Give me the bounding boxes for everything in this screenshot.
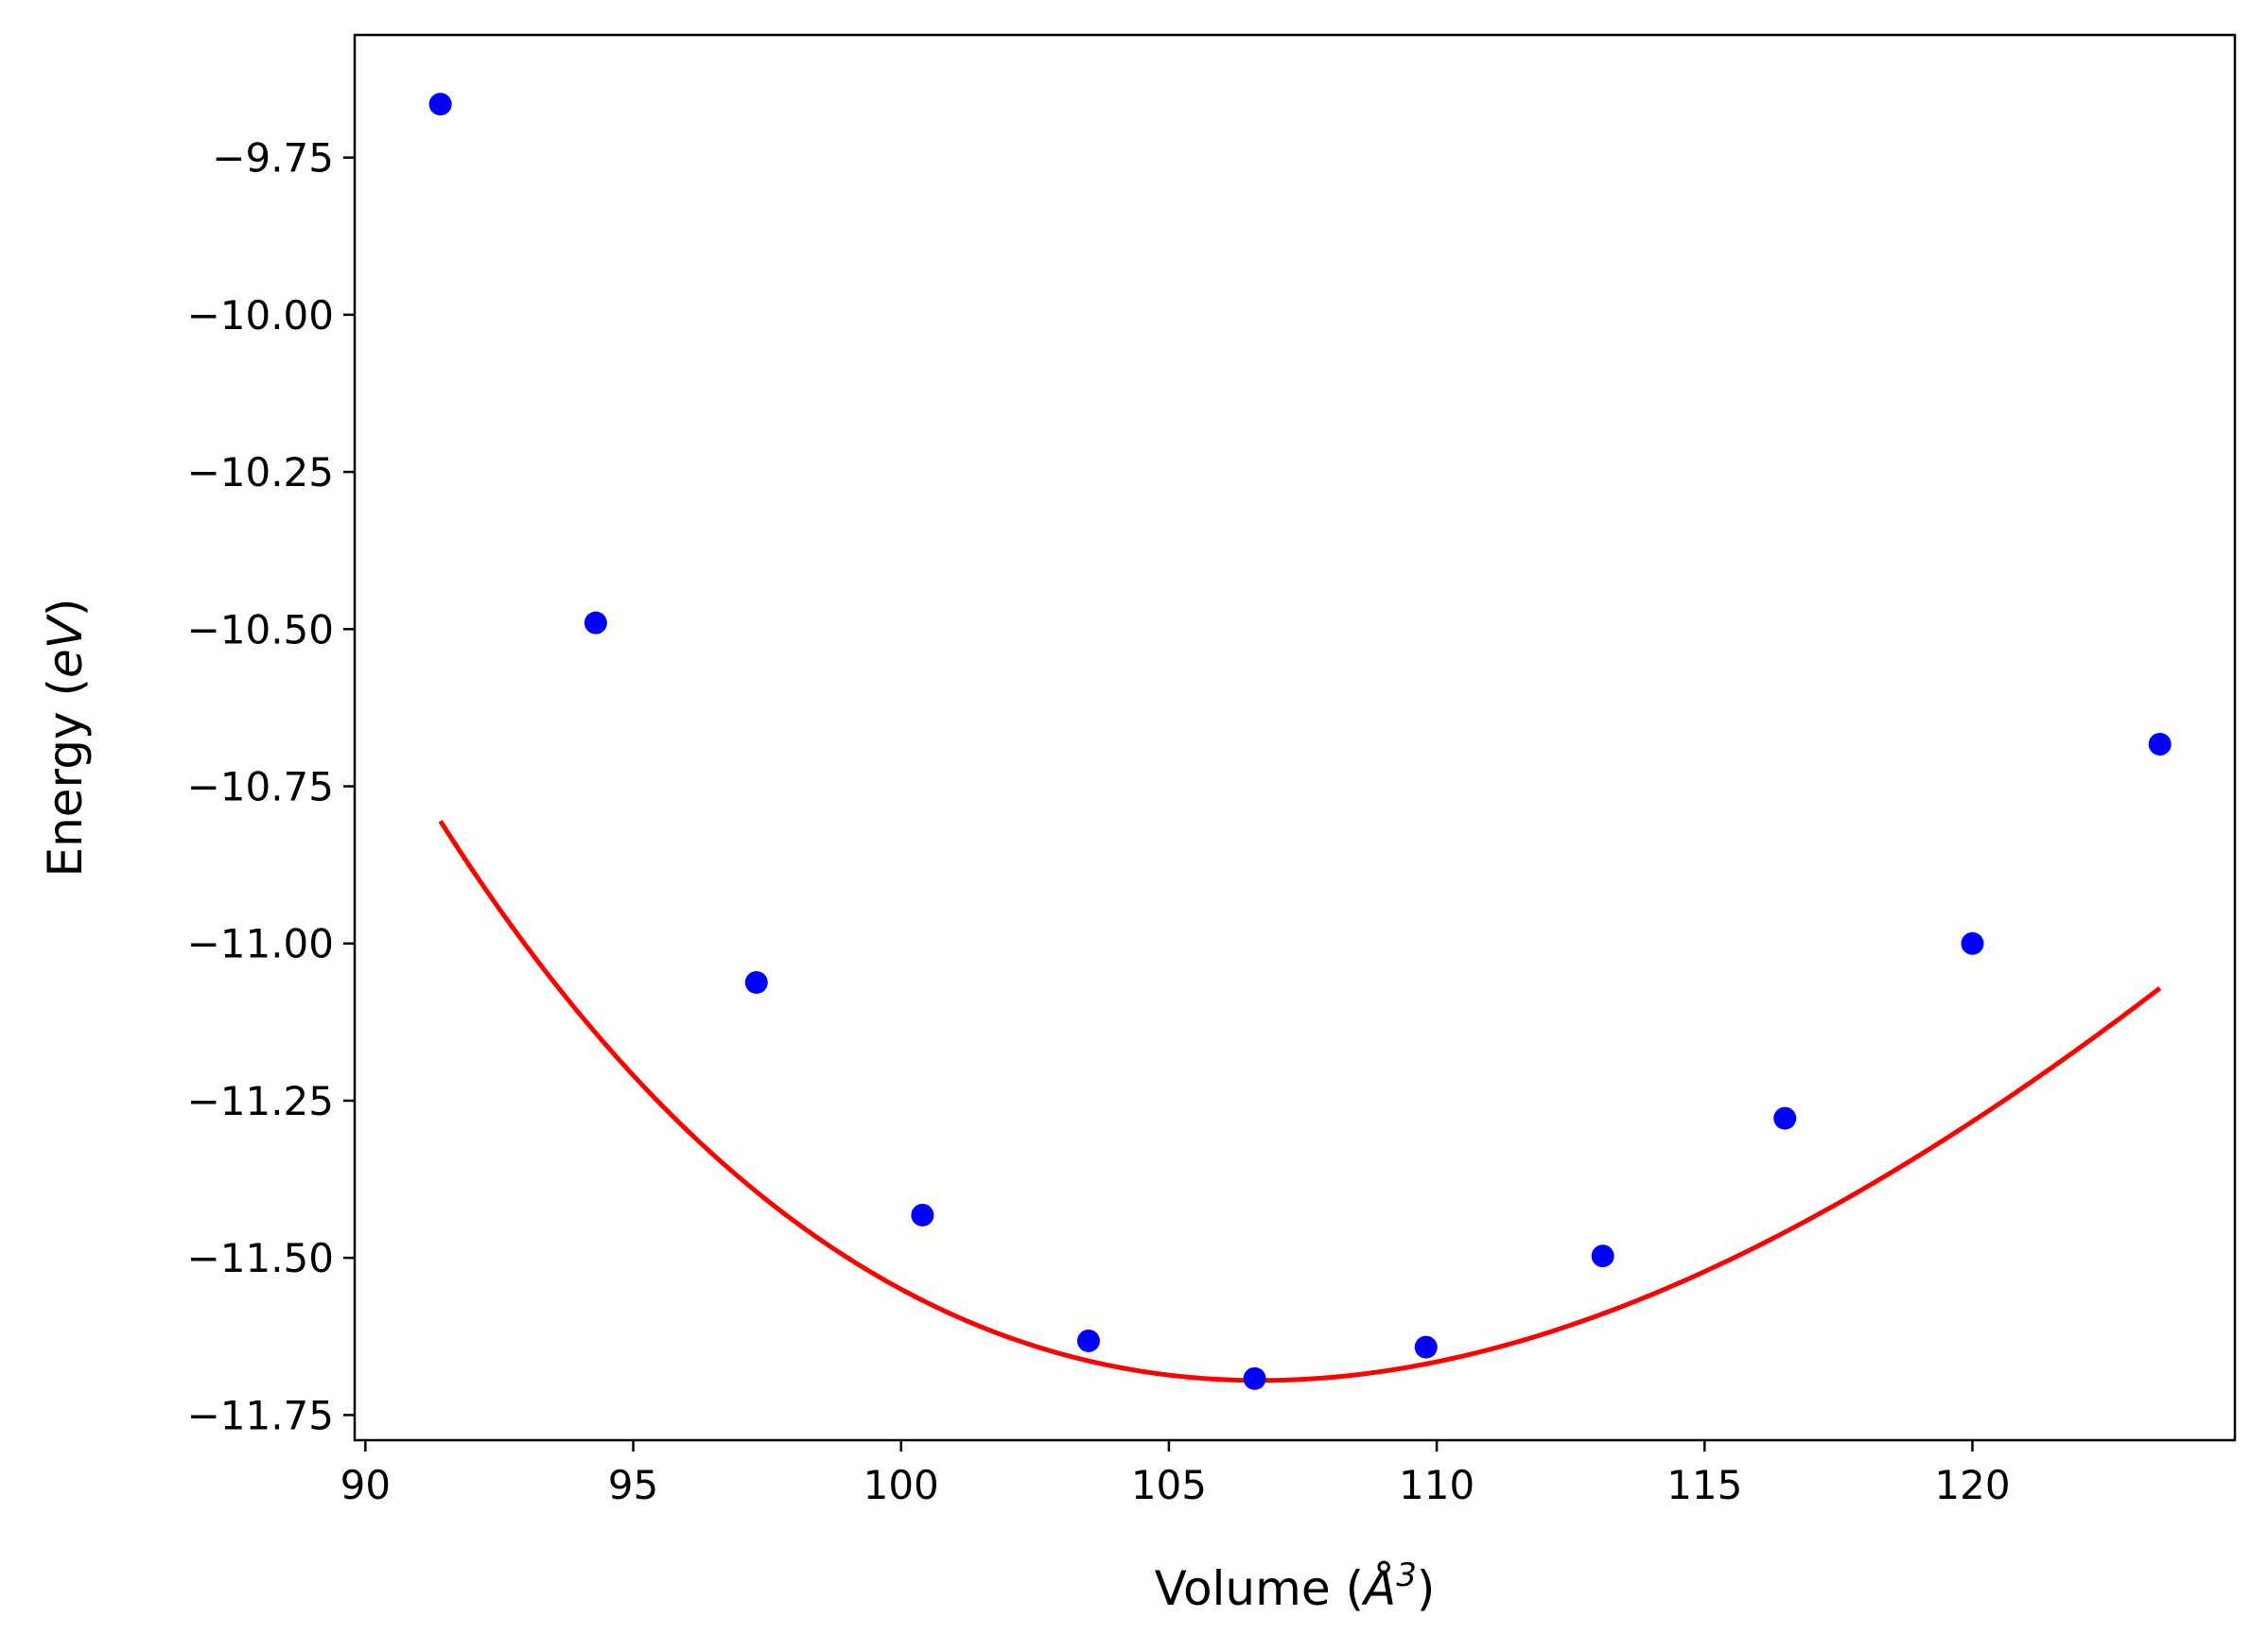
y-tick-label: −11.25 [187,1078,334,1124]
x-tick-label: 95 [608,1462,658,1508]
y-axis-label: Energy (eV) [38,599,93,878]
y-axis-ticks: −9.75 −10.00 −10.25 −10.50 −10.75 −11.00 −11.2… [187,135,355,1438]
y-tick-label: −10.00 [187,292,334,339]
x-tick-label: 100 [864,1462,939,1508]
data-point [1591,1244,1614,1268]
y-tick-label: −10.50 [187,606,334,652]
data-point [1076,1329,1100,1352]
data-point [428,93,452,116]
plot-background [355,35,2235,1440]
x-axis-label: Volume (Å3) [1155,1556,1436,1616]
data-points [428,93,2172,1390]
fit-curve [438,819,2162,1383]
x-tick-label: 120 [1934,1462,2010,1508]
data-point [911,1203,934,1226]
y-tick-label: −9.75 [212,135,334,182]
data-point [1414,1335,1438,1359]
y-tick-label: −10.25 [187,449,334,496]
y-tick-label: −11.50 [187,1235,334,1281]
x-tick-label: 90 [340,1462,391,1508]
y-tick-label: −11.00 [187,921,334,967]
y-tick-label: −11.75 [187,1392,334,1438]
data-point [2148,732,2172,756]
y-tick-label: −10.75 [187,764,334,810]
x-tick-label: 110 [1399,1462,1474,1508]
x-tick-label: 115 [1666,1462,1742,1508]
data-point [1773,1106,1797,1130]
data-point [744,970,768,994]
plot-frame [353,33,2237,1442]
x-tick-label: 105 [1131,1462,1207,1508]
data-point [1961,931,1984,955]
x-axis-ticks: 90 95 100 105 110 115 120 [340,1440,2011,1508]
data-point [1243,1366,1266,1390]
data-point [584,611,607,635]
